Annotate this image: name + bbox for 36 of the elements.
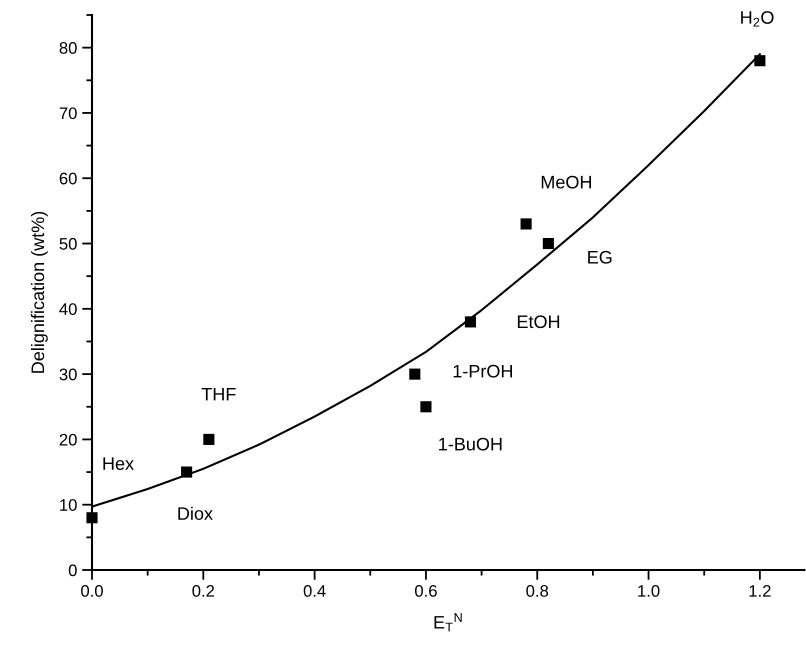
y-axis-title: Delignification (wt%) (30, 212, 48, 373)
y-tick-label: 80 (60, 42, 77, 54)
y-tick-label: 30 (60, 368, 77, 380)
annotation: MeOH (542, 176, 591, 189)
annotation: Hex (103, 457, 134, 470)
y-tick-label: 60 (60, 172, 77, 184)
x-tick-label: 1.2 (750, 585, 771, 597)
y-tick-label: 40 (59, 303, 77, 316)
annotation: EtOH (518, 315, 560, 328)
x-tick-label: 0.0 (81, 585, 103, 597)
point (409, 368, 420, 380)
point (420, 401, 432, 412)
point (542, 238, 554, 250)
y-tick-label: 10 (60, 499, 77, 511)
x-tick-label: 0.2 (192, 585, 214, 597)
point (464, 316, 476, 328)
x-tick-label: 0.6 (415, 585, 437, 597)
x-axis-title: E$_{T}$$^{N}$ (434, 613, 462, 632)
annotation: EG (588, 250, 612, 264)
x-tick-label: 0.4 (304, 585, 326, 597)
x-tick-label: 0.8 (526, 585, 548, 597)
y-tick-label: 50 (60, 238, 77, 250)
y-tick-label: 20 (60, 434, 77, 446)
point (754, 55, 766, 66)
annotation: 1-BuOH (439, 438, 502, 450)
point (86, 512, 98, 524)
point (181, 466, 192, 478)
annotation: H$_{2}$O (741, 11, 774, 27)
y-tick-label: 70 (60, 107, 77, 120)
point (520, 218, 532, 230)
y-tick-label: 0 (68, 564, 77, 576)
point (203, 434, 214, 445)
annotation: THF (202, 388, 236, 400)
annotation: 1-PrOH (454, 364, 512, 378)
x-tick-label: 1.0 (638, 585, 660, 597)
annotation: Diox (178, 506, 213, 520)
